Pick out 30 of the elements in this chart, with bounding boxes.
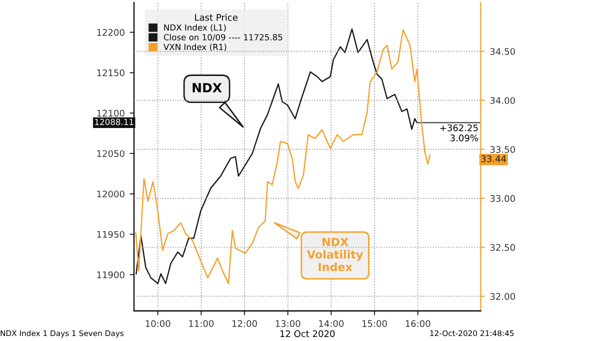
legend-label: NDX Index (L1)	[164, 24, 226, 32]
x-tick-label: 12:00	[232, 320, 257, 328]
x-tick-label: 14:00	[319, 320, 344, 328]
x-tick-label: 10:00	[146, 320, 170, 328]
y-tick-label: 12100	[97, 110, 124, 117]
annotation: NDX Volatility Index	[307, 238, 363, 272]
x-axis-title: 12 Oct 2020	[280, 330, 335, 338]
y2-tick-label: 33.00	[490, 195, 515, 202]
y2-tick-label: 32.00	[490, 293, 515, 300]
text: 12088.11	[95, 118, 134, 126]
x-tick-label: 15:00	[362, 320, 387, 328]
annotation: Close on 10/09 ---- 11725.85	[164, 34, 282, 42]
text: 33.44	[481, 155, 506, 162]
annotation: NDX	[192, 83, 222, 92]
y2-tick-label: 32.50	[490, 244, 515, 251]
y-tick-label: 11900	[97, 271, 124, 278]
y-tick-label: 12200	[97, 29, 124, 36]
annotation: +362.25 3.09%	[440, 124, 478, 142]
y2-tick-label: 34.50	[490, 48, 515, 55]
y-tick-label: 12000	[97, 190, 124, 198]
y2-tick-label: 34.00	[490, 97, 515, 104]
y2-tick-label: 33.50	[490, 146, 515, 153]
y-tick-label: 12050	[97, 150, 124, 158]
x-tick-label: 16:00	[406, 320, 430, 328]
legend-label: VXN Index (R1)	[164, 44, 226, 52]
y-tick-label: 11950	[97, 230, 124, 238]
x-tick-label: 11:00	[189, 320, 214, 328]
x-tick-label: 13:00	[276, 320, 300, 328]
legend-title: Last Price	[195, 14, 238, 21]
y-tick-label: 12150	[97, 69, 124, 76]
